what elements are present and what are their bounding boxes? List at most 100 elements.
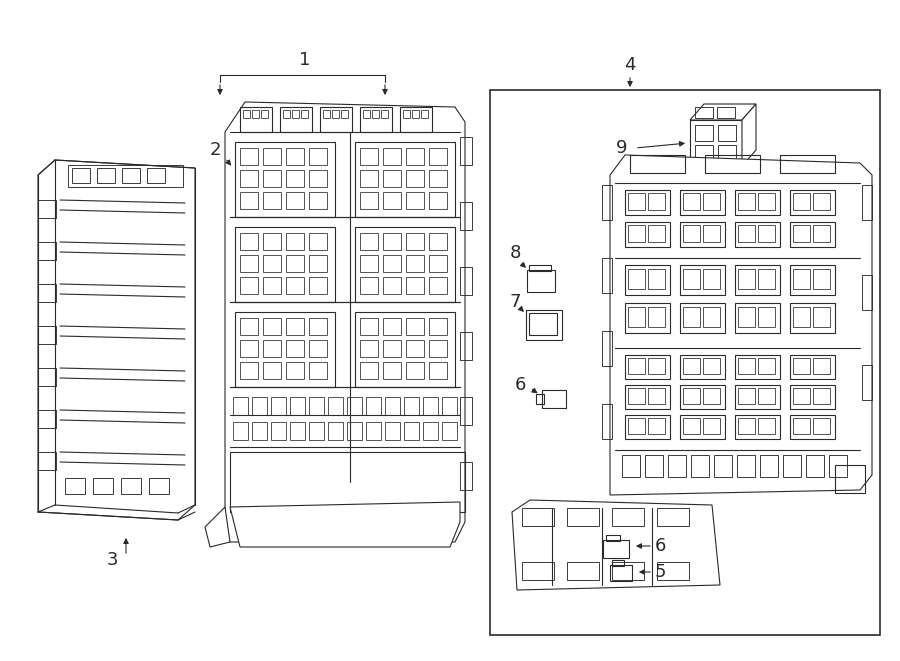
Bar [737, 455, 755, 477]
Bar [252, 422, 267, 440]
Text: 5: 5 [654, 563, 666, 581]
Bar [309, 277, 327, 294]
Bar [703, 418, 720, 434]
Bar [829, 455, 847, 477]
Bar [97, 168, 115, 183]
Bar [404, 422, 419, 440]
Bar [758, 193, 775, 210]
Bar [383, 318, 401, 335]
Bar [286, 148, 304, 165]
Bar [705, 155, 760, 173]
Bar [793, 388, 810, 404]
Bar [323, 110, 330, 118]
Bar [385, 397, 400, 415]
Bar [240, 192, 258, 209]
Bar [149, 478, 169, 494]
Bar [522, 508, 554, 526]
Bar [263, 277, 281, 294]
Bar [813, 269, 830, 289]
Bar [309, 255, 327, 272]
Bar [628, 269, 645, 289]
Bar [347, 422, 362, 440]
Bar [360, 148, 378, 165]
Bar [381, 110, 388, 118]
Bar [360, 192, 378, 209]
Bar [683, 225, 700, 242]
Polygon shape [230, 502, 460, 547]
Bar [536, 394, 544, 404]
Bar [406, 340, 424, 357]
Bar [622, 455, 640, 477]
Bar [703, 388, 720, 404]
Bar [263, 362, 281, 379]
Bar [648, 388, 665, 404]
Bar [286, 362, 304, 379]
Bar [793, 193, 810, 210]
Bar [38, 452, 56, 470]
Bar [790, 222, 835, 247]
Bar [790, 190, 835, 215]
Bar [360, 170, 378, 187]
Bar [648, 307, 665, 327]
Bar [683, 307, 700, 327]
Bar [429, 233, 447, 250]
Bar [793, 418, 810, 434]
Bar [735, 415, 780, 439]
Bar [360, 340, 378, 357]
Bar [738, 193, 755, 210]
Bar [429, 192, 447, 209]
Bar [760, 455, 778, 477]
Bar [383, 255, 401, 272]
Bar [703, 225, 720, 242]
Bar [423, 422, 438, 440]
Bar [38, 200, 56, 218]
Bar [372, 110, 379, 118]
Bar [813, 225, 830, 242]
Bar [735, 385, 780, 409]
Bar [625, 265, 670, 295]
Bar [309, 397, 324, 415]
Bar [355, 227, 455, 302]
Bar [813, 418, 830, 434]
Bar [625, 222, 670, 247]
Bar [783, 455, 801, 477]
Bar [793, 358, 810, 374]
Bar [429, 170, 447, 187]
Bar [529, 265, 551, 271]
Bar [738, 418, 755, 434]
Bar [240, 170, 258, 187]
Bar [442, 397, 457, 415]
Bar [703, 269, 720, 289]
Text: 7: 7 [509, 293, 521, 311]
Bar [680, 265, 725, 295]
Bar [738, 269, 755, 289]
Bar [400, 107, 432, 132]
Bar [38, 410, 56, 428]
Bar [309, 362, 327, 379]
Bar [735, 222, 780, 247]
Bar [263, 170, 281, 187]
Bar [290, 397, 305, 415]
Bar [628, 307, 645, 327]
Bar [383, 148, 401, 165]
Polygon shape [38, 160, 195, 520]
Bar [406, 318, 424, 335]
Bar [862, 185, 872, 220]
Bar [240, 362, 258, 379]
Bar [645, 455, 663, 477]
Bar [758, 269, 775, 289]
Bar [147, 168, 165, 183]
Bar [403, 110, 410, 118]
Bar [38, 368, 56, 386]
Bar [263, 255, 281, 272]
Bar [122, 168, 140, 183]
Bar [292, 110, 299, 118]
Bar [320, 107, 352, 132]
Bar [309, 340, 327, 357]
Text: 6: 6 [514, 376, 526, 394]
Bar [332, 110, 339, 118]
Bar [813, 193, 830, 210]
Bar [286, 192, 304, 209]
Bar [602, 404, 612, 439]
Bar [360, 318, 378, 335]
